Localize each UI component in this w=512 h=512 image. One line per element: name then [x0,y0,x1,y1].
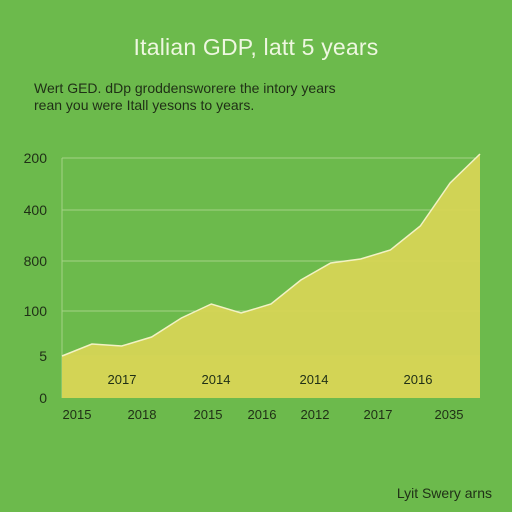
x-tick-label-5: 2017 [364,407,393,422]
subtitle-line-1: Wert GED. dDp groddensworere the intory … [34,80,336,96]
chart-subtitle: Wert GED. dDp groddensworere the intory … [34,80,474,114]
y-tick-label-5: 0 [39,390,47,406]
band-label-2: 2014 [300,372,329,387]
x-tick-label-2: 2015 [194,407,223,422]
area-line [61,153,481,357]
band-label-1: 2014 [202,372,231,387]
x-tick-label-1: 2018 [128,407,157,422]
y-tick-label-1: 400 [24,202,48,218]
x-tick-label-4: 2012 [301,407,330,422]
area-fill [62,154,480,398]
chart-title: Italian GDP, latt 5 years [133,34,379,60]
y-tick-label-0: 200 [24,150,48,166]
y-tick-label-2: 800 [24,253,48,269]
x-tick-label-3: 2016 [248,407,277,422]
y-tick-label-3: 100 [24,303,48,319]
x-tick-label-0: 2015 [63,407,92,422]
band-label-3: 2016 [404,372,433,387]
footer-source: Lyit Swery arns [396,485,492,501]
y-tick-label-4: 5 [39,348,47,364]
subtitle-line-2: rean you were Itall yesons to years. [34,97,255,113]
x-tick-label-6: 2035 [435,407,464,422]
band-label-0: 2017 [108,372,137,387]
